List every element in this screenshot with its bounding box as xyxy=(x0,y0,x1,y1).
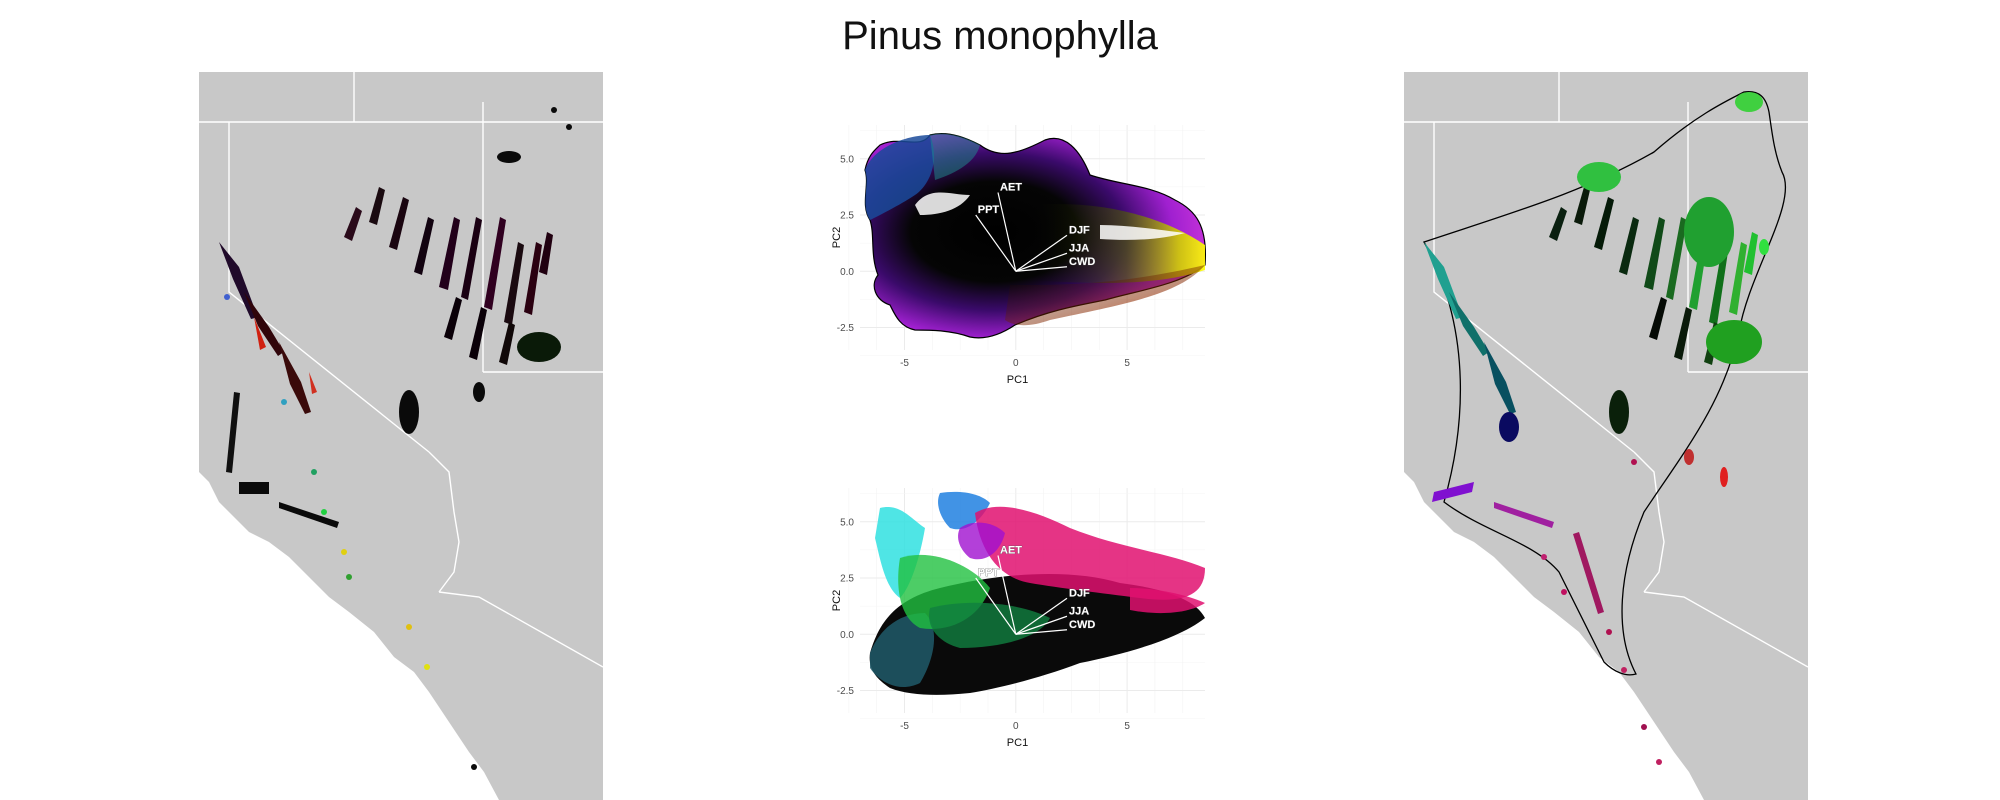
loading-vector-ppt xyxy=(975,214,1017,272)
y-axis-label: PC2 xyxy=(831,227,843,248)
loading-vector-cwd xyxy=(1015,629,1068,635)
occurrence-patches xyxy=(219,107,572,770)
point-cloud xyxy=(869,491,1205,695)
x-tick-label: 5 xyxy=(1124,721,1130,732)
loading-label-ppt: PPT xyxy=(978,567,1000,579)
convex-hull-outline xyxy=(1423,91,1787,676)
occurrence-patches xyxy=(1424,92,1769,765)
y-tick-label: 0.0 xyxy=(840,630,854,641)
y-tick-label: -2.5 xyxy=(837,323,855,334)
x-axis-label: PC1 xyxy=(1007,737,1028,749)
x-tick-label: 5 xyxy=(1124,358,1130,369)
left-range-map xyxy=(199,72,603,800)
figure-title: Pinus monophylla xyxy=(842,14,1158,58)
y-tick-label: 2.5 xyxy=(840,211,854,222)
loading-vector-ppt xyxy=(975,577,1017,635)
y-tick-label: 0.0 xyxy=(840,267,854,278)
loading-vector-aet xyxy=(997,555,1017,635)
loading-vector-jja xyxy=(1015,252,1068,272)
x-axis-label: PC1 xyxy=(1007,374,1028,386)
loading-vector-jja xyxy=(1015,615,1068,635)
y-tick-label: 2.5 xyxy=(840,574,854,585)
loading-label-aet: AET xyxy=(1000,545,1022,557)
pca-axes: -5 0 5 5.0 2.5 0.0 -2.5 PC1 PC2 xyxy=(831,154,1130,386)
loading-label-ppt: PPT xyxy=(978,204,1000,216)
loading-label-djf: DJF xyxy=(1069,224,1090,236)
loading-label-djf: DJF xyxy=(1069,587,1090,599)
loading-label-cwd: CWD xyxy=(1069,619,1095,631)
loading-vector-cwd xyxy=(1015,266,1068,272)
y-axis-label: PC2 xyxy=(831,590,843,611)
loading-label-cwd: CWD xyxy=(1069,256,1095,268)
loading-label-jja: JJA xyxy=(1069,605,1089,617)
point-cloud xyxy=(864,133,1207,339)
x-tick-label: 0 xyxy=(1013,721,1019,732)
map-land xyxy=(199,72,603,800)
loading-vector-djf xyxy=(1015,597,1068,635)
loading-vector-aet xyxy=(997,192,1017,272)
state-borders xyxy=(199,72,603,668)
pca-axes: -5 0 5 5.0 2.5 0.0 -2.5 PC1 PC2 xyxy=(831,517,1130,749)
y-tick-label: -2.5 xyxy=(837,686,855,697)
y-tick-label: 5.0 xyxy=(840,517,854,528)
loading-vector-djf xyxy=(1015,234,1068,272)
loading-label-aet: AET xyxy=(1000,182,1022,194)
x-tick-label: -5 xyxy=(900,358,909,369)
loading-label-jja: JJA xyxy=(1069,242,1089,254)
right-range-map xyxy=(1404,72,1808,800)
y-tick-label: 5.0 xyxy=(840,154,854,165)
x-tick-label: -5 xyxy=(900,721,909,732)
x-tick-label: 0 xyxy=(1013,358,1019,369)
